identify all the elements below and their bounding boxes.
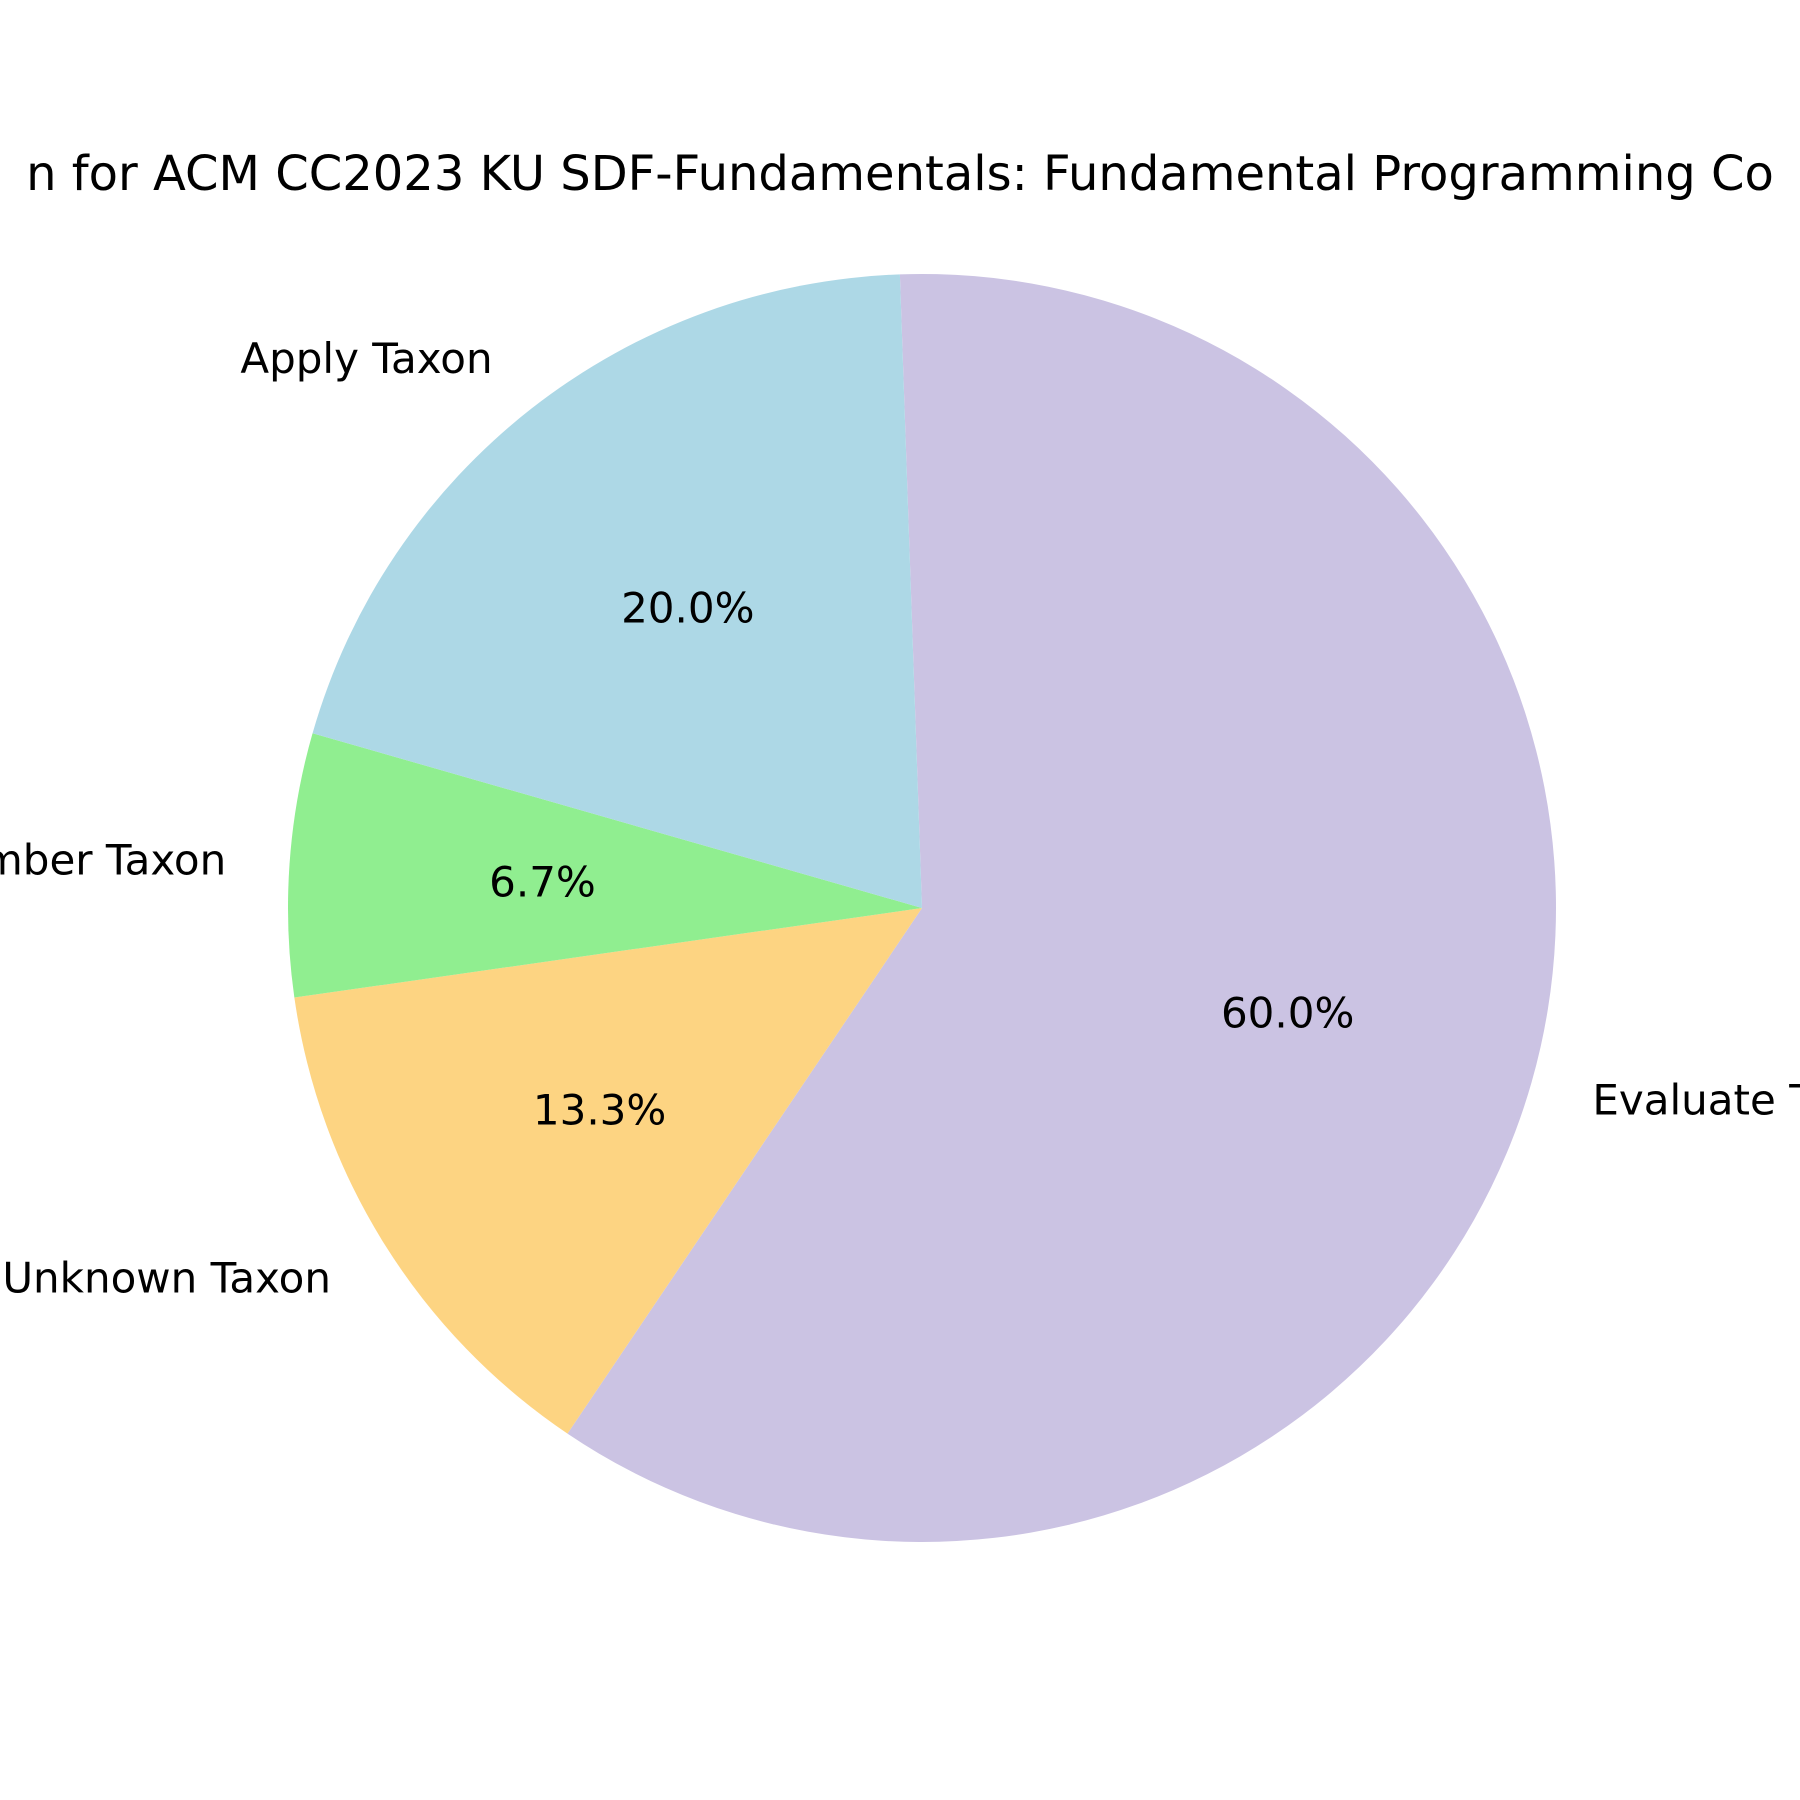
category-label-unknown-taxon: Unknown Taxon xyxy=(2,1254,331,1303)
pct-label-apply-taxon: 20.0% xyxy=(621,584,754,633)
pie-slice-member-taxon xyxy=(288,733,923,998)
pie-slice-apply-taxon xyxy=(312,274,923,908)
category-label-apply-taxon: Apply Taxon xyxy=(240,334,492,383)
pie-labels: 60.0% Evaluate T 13.3% Unknown Taxon 6.7% mem… xyxy=(0,334,1800,1303)
category-label-member-taxon: member Taxon xyxy=(0,836,226,885)
pie-slice-evaluate-t xyxy=(567,274,1556,1543)
pie-slice-unknown-taxon xyxy=(294,908,923,1434)
pie-slices xyxy=(288,274,1556,1543)
pct-label-evaluate-t: 60.0% xyxy=(1221,988,1354,1037)
chart-title: n for ACM CC2023 KU SDF-Fundamentals: Fu… xyxy=(26,146,1774,202)
pct-label-unknown-taxon: 13.3% xyxy=(533,1085,666,1134)
category-label-evaluate-t: Evaluate T xyxy=(1592,1076,1800,1125)
pct-label-member-taxon: 6.7% xyxy=(489,857,596,906)
